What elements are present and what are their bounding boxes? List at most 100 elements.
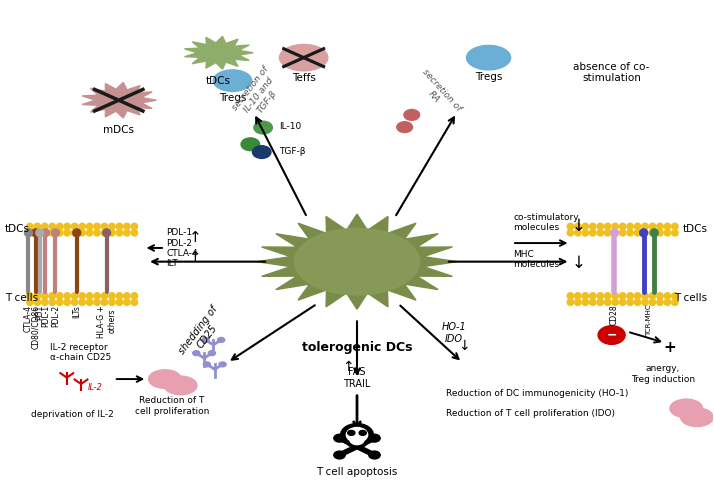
Ellipse shape xyxy=(109,230,115,236)
Ellipse shape xyxy=(71,230,78,236)
Ellipse shape xyxy=(41,293,48,299)
Ellipse shape xyxy=(116,299,123,306)
Text: MHC
molecules: MHC molecules xyxy=(513,250,560,270)
Ellipse shape xyxy=(575,223,581,230)
Ellipse shape xyxy=(575,230,581,236)
Text: T cells: T cells xyxy=(675,293,708,304)
Ellipse shape xyxy=(612,230,618,236)
Ellipse shape xyxy=(71,293,78,299)
Text: CD80/CD86: CD80/CD86 xyxy=(31,305,40,349)
Text: tDCs: tDCs xyxy=(683,224,708,234)
Ellipse shape xyxy=(49,299,56,306)
Text: IL-2: IL-2 xyxy=(88,383,103,393)
Ellipse shape xyxy=(582,230,588,236)
Ellipse shape xyxy=(620,293,626,299)
Ellipse shape xyxy=(26,293,33,299)
Text: ↑: ↑ xyxy=(188,230,201,245)
Ellipse shape xyxy=(64,299,71,306)
Ellipse shape xyxy=(41,223,48,230)
Ellipse shape xyxy=(164,376,197,395)
Ellipse shape xyxy=(124,293,130,299)
Text: ↓: ↓ xyxy=(572,254,586,272)
Polygon shape xyxy=(82,83,156,118)
Ellipse shape xyxy=(79,230,85,236)
Ellipse shape xyxy=(94,223,100,230)
Ellipse shape xyxy=(94,230,100,236)
Ellipse shape xyxy=(49,293,56,299)
Ellipse shape xyxy=(131,230,138,236)
Polygon shape xyxy=(257,214,457,309)
Circle shape xyxy=(219,362,226,367)
Text: T cells: T cells xyxy=(5,293,38,304)
Text: deprivation of IL-2: deprivation of IL-2 xyxy=(31,410,114,419)
Ellipse shape xyxy=(620,230,626,236)
Ellipse shape xyxy=(86,299,93,306)
Ellipse shape xyxy=(672,230,678,236)
Ellipse shape xyxy=(657,223,663,230)
Ellipse shape xyxy=(590,223,596,230)
Ellipse shape xyxy=(34,293,41,299)
Ellipse shape xyxy=(101,299,108,306)
Ellipse shape xyxy=(664,293,670,299)
Ellipse shape xyxy=(664,299,670,306)
Text: FAS
TRAIL: FAS TRAIL xyxy=(343,368,371,389)
Text: secretion of
RA: secretion of RA xyxy=(413,67,463,120)
Text: co-stimulatory
molecules: co-stimulatory molecules xyxy=(513,213,579,232)
Circle shape xyxy=(348,430,355,435)
Ellipse shape xyxy=(56,293,63,299)
Text: IL-2 receptor
α-chain CD25: IL-2 receptor α-chain CD25 xyxy=(50,343,111,362)
Ellipse shape xyxy=(116,230,123,236)
Text: Tregs: Tregs xyxy=(475,72,502,82)
Text: ↓: ↓ xyxy=(572,217,586,235)
Text: Reduction of T cell proliferation (IDO): Reduction of T cell proliferation (IDO) xyxy=(446,409,615,418)
Ellipse shape xyxy=(131,293,138,299)
Circle shape xyxy=(218,338,225,342)
Ellipse shape xyxy=(79,299,85,306)
Circle shape xyxy=(253,146,271,158)
Ellipse shape xyxy=(605,230,611,236)
Ellipse shape xyxy=(124,299,130,306)
Ellipse shape xyxy=(26,230,33,236)
Circle shape xyxy=(193,351,200,356)
Text: ↓: ↓ xyxy=(458,339,470,353)
Text: absence of co-
stimulation: absence of co- stimulation xyxy=(573,62,650,83)
Circle shape xyxy=(334,434,345,442)
Ellipse shape xyxy=(642,230,648,236)
Ellipse shape xyxy=(41,230,48,236)
Ellipse shape xyxy=(36,229,44,237)
Ellipse shape xyxy=(109,223,115,230)
Circle shape xyxy=(369,434,380,442)
Text: Teffs: Teffs xyxy=(292,73,316,83)
Ellipse shape xyxy=(466,45,511,70)
Ellipse shape xyxy=(642,223,648,230)
Ellipse shape xyxy=(642,299,648,306)
Text: Reduction of DC immunogenicity (HO-1): Reduction of DC immunogenicity (HO-1) xyxy=(446,389,628,398)
Ellipse shape xyxy=(41,299,48,306)
Circle shape xyxy=(341,424,373,446)
Ellipse shape xyxy=(590,230,596,236)
Ellipse shape xyxy=(26,223,33,230)
Ellipse shape xyxy=(101,293,108,299)
Ellipse shape xyxy=(279,44,328,71)
Text: Reduction of T
cell proliferation: Reduction of T cell proliferation xyxy=(135,396,209,416)
Text: shedding of
CD25: shedding of CD25 xyxy=(177,304,228,363)
Text: tolerogenic DCs: tolerogenic DCs xyxy=(302,341,412,354)
Circle shape xyxy=(241,138,260,151)
Text: tDCs: tDCs xyxy=(206,76,231,86)
Circle shape xyxy=(254,121,272,134)
Text: anergy,
Treg induction: anergy, Treg induction xyxy=(630,365,695,384)
Ellipse shape xyxy=(634,293,640,299)
Ellipse shape xyxy=(124,223,130,230)
Ellipse shape xyxy=(672,223,678,230)
Text: PDL-1
PDL-2: PDL-1 PDL-2 xyxy=(166,228,193,248)
Ellipse shape xyxy=(649,299,655,306)
Ellipse shape xyxy=(71,223,78,230)
Ellipse shape xyxy=(649,223,655,230)
Text: HO-1
IDO: HO-1 IDO xyxy=(441,322,466,344)
Text: CTLA-4: CTLA-4 xyxy=(24,305,33,332)
Ellipse shape xyxy=(612,299,618,306)
Circle shape xyxy=(598,326,625,344)
Ellipse shape xyxy=(116,223,123,230)
Circle shape xyxy=(334,451,345,459)
Ellipse shape xyxy=(649,230,655,236)
